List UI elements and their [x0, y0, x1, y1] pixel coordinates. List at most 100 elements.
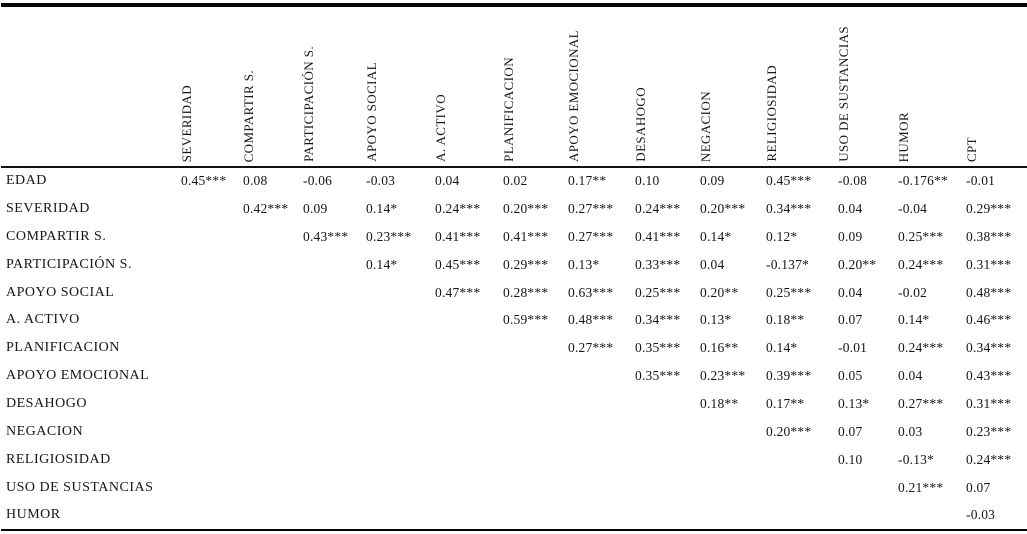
correlation-cell: 0.24***: [898, 256, 944, 272]
correlation-cell: [501, 502, 566, 530]
correlation-cell: [501, 418, 566, 446]
row-label: USO DE SUSTANCIAS: [6, 479, 154, 495]
correlation-cell: 0.35***: [635, 368, 681, 384]
table-row: USO DE SUSTANCIAS 0.21*** 0.07: [1, 474, 1027, 502]
correlation-cell: 0.25***: [766, 284, 812, 300]
correlation-cell: [364, 446, 433, 474]
correlation-cell: 0.48***: [966, 284, 1012, 300]
correlation-cell: 0.13*: [838, 396, 870, 412]
correlation-cell: 0.09: [700, 173, 725, 189]
correlation-cell: [633, 446, 698, 474]
correlation-cell: [433, 418, 501, 446]
correlation-cell: 0.07: [966, 479, 991, 495]
correlation-cell: [364, 306, 433, 334]
correlation-cell: [566, 446, 633, 474]
column-header: CPT: [964, 5, 1027, 168]
table-header: SEVERIDAD COMPARTIR S. PARTICIPACIÓN S. APO…: [1, 5, 1027, 168]
correlation-cell: 0.43***: [966, 368, 1012, 384]
correlation-cell: 0.09: [838, 228, 863, 244]
correlation-cell: 0.31***: [966, 256, 1012, 272]
column-header: HUMOR: [896, 5, 964, 168]
column-header-label: COMPARTIR S.: [241, 69, 256, 162]
correlation-cell: [566, 418, 633, 446]
correlation-cell: [179, 474, 241, 502]
correlation-cell: 0.45***: [435, 256, 481, 272]
correlation-cell: 0.17**: [568, 173, 607, 189]
correlation-table: SEVERIDAD COMPARTIR S. PARTICIPACIÓN S. APO…: [1, 3, 1027, 531]
correlation-cell: [764, 502, 836, 530]
correlation-cell: [633, 390, 698, 418]
correlation-cell: 0.18**: [700, 396, 739, 412]
column-header: A. ACTIVO: [433, 5, 501, 168]
correlation-cell: [633, 418, 698, 446]
correlation-cell: [364, 474, 433, 502]
table-row: DESAHOGO 0.18** 0.17** 0.13* 0.27*** 0.31***: [1, 390, 1027, 418]
correlation-cell: [301, 279, 364, 307]
correlation-cell: [179, 279, 241, 307]
correlation-cell: [301, 306, 364, 334]
column-header: PLANIFICACION: [501, 5, 566, 168]
correlation-cell: [433, 502, 501, 530]
row-label: COMPARTIR S.: [6, 228, 107, 244]
correlation-cell: 0.29***: [503, 256, 549, 272]
column-header: SEVERIDAD: [179, 5, 241, 168]
correlation-cell: 0.34***: [966, 340, 1012, 356]
correlation-cell: [241, 474, 301, 502]
column-header-label: USO DE SUSTANCIAS: [836, 26, 851, 162]
row-label: RELIGIOSIDAD: [6, 451, 111, 467]
table-row: APOYO EMOCIONAL 0.35*** 0.23*** 0.39*** 0.05…: [1, 362, 1027, 390]
correlation-cell: [364, 279, 433, 307]
column-header-label: NEGACION: [698, 90, 713, 162]
correlation-cell: -0.02: [898, 284, 928, 300]
correlation-cell: [566, 390, 633, 418]
correlation-cell: [301, 251, 364, 279]
correlation-cell: [433, 390, 501, 418]
correlation-cell: 0.10: [635, 173, 660, 189]
correlation-cell: [364, 334, 433, 362]
correlation-cell: 0.04: [700, 256, 725, 272]
column-header: DESAHOGO: [633, 5, 698, 168]
correlation-cell: [301, 362, 364, 390]
column-header: COMPARTIR S.: [241, 5, 301, 168]
column-header-label: PARTICIPACIÓN S.: [301, 46, 316, 162]
correlation-cell: [179, 418, 241, 446]
correlation-cell: 0.14*: [898, 312, 930, 328]
correlation-cell: 0.28***: [503, 284, 549, 300]
correlation-cell: [566, 474, 633, 502]
correlation-cell: [698, 502, 764, 530]
correlation-cell: [241, 362, 301, 390]
column-header-label: CPT: [964, 136, 979, 162]
correlation-cell: 0.34***: [766, 200, 812, 216]
correlation-cell: 0.41***: [435, 228, 481, 244]
correlation-cell: 0.25***: [898, 228, 944, 244]
column-header-label: SEVERIDAD: [179, 84, 194, 162]
correlation-cell: [241, 502, 301, 530]
correlation-cell: 0.41***: [635, 228, 681, 244]
correlation-cell: 0.27***: [898, 396, 944, 412]
correlation-cell: 0.35***: [635, 340, 681, 356]
correlation-cell: 0.04: [898, 368, 923, 384]
row-label: PARTICIPACIÓN S.: [6, 256, 132, 272]
correlation-cell: 0.25***: [635, 284, 681, 300]
table-row: PARTICIPACIÓN S. 0.14* 0.45*** 0.29*** 0.13*…: [1, 251, 1027, 279]
correlation-cell: 0.04: [838, 200, 863, 216]
correlation-cell: 0.16**: [700, 340, 739, 356]
correlation-cell: 0.23***: [366, 228, 412, 244]
correlation-cell: [301, 418, 364, 446]
correlation-cell: 0.05: [838, 368, 863, 384]
correlation-cell: [633, 502, 698, 530]
table-row: PLANIFICACION 0.27*** 0.35*** 0.16** 0.14* -0…: [1, 334, 1027, 362]
row-label: NEGACION: [6, 423, 84, 439]
column-header: USO DE SUSTANCIAS: [836, 5, 896, 168]
correlation-cell: [364, 390, 433, 418]
correlation-cell: [698, 474, 764, 502]
correlation-cell: [179, 362, 241, 390]
correlation-cell: 0.04: [435, 173, 460, 189]
correlation-cell: 0.24***: [435, 200, 481, 216]
correlation-cell: [179, 251, 241, 279]
correlation-cell: -0.06: [303, 173, 333, 189]
correlation-cell: [433, 306, 501, 334]
correlation-cell: [179, 390, 241, 418]
correlation-cell: [241, 446, 301, 474]
